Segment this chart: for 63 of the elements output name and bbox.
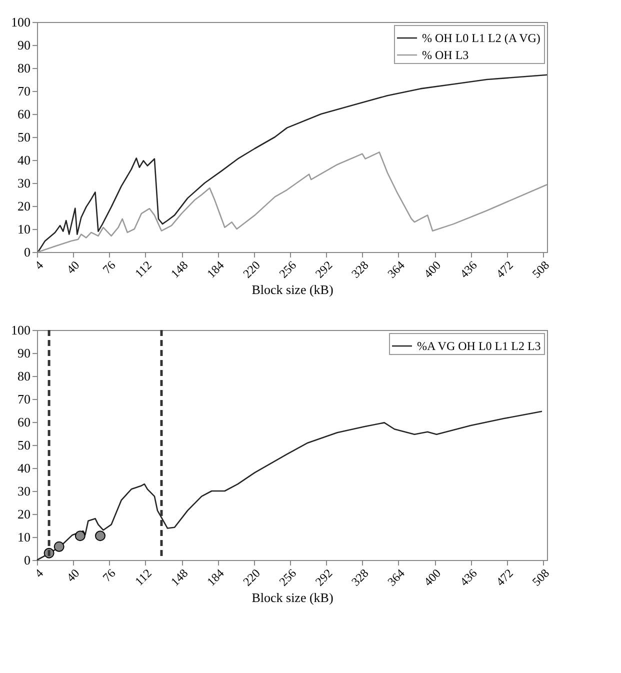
x-tick-label: 184 — [204, 566, 227, 589]
y-tick-label: 20 — [18, 198, 30, 214]
x-tick-label: 472 — [493, 258, 516, 281]
legend-label: % OH L3 — [422, 48, 469, 62]
x-tick-label: 472 — [493, 566, 516, 589]
x-tick-label: 364 — [384, 566, 408, 589]
y-tick-label: 20 — [18, 506, 30, 522]
y-tick-label: 50 — [18, 438, 30, 452]
x-axis-title: Block size (kB) — [252, 282, 334, 298]
x-tick-label: 508 — [529, 566, 552, 589]
x-tick-label: 220 — [240, 566, 263, 589]
x-tick-label: 436 — [457, 566, 480, 589]
legend-label: %A VG OH L0 L1 L2 L3 — [417, 339, 541, 353]
x-tick-label: 292 — [312, 258, 336, 281]
line-series — [36, 410, 543, 561]
y-tick-label: 80 — [18, 60, 30, 76]
y-tick-label: 100 — [11, 322, 30, 338]
x-tick-label: 148 — [168, 566, 191, 589]
y-tick-label: 70 — [18, 392, 30, 406]
x-tick-label: 436 — [457, 258, 480, 281]
x-tick-label: 112 — [132, 566, 154, 588]
y-tick-label: 60 — [18, 106, 30, 122]
x-axis-title: Block size (kB) — [252, 590, 334, 606]
x-tick-label: 76 — [100, 258, 118, 276]
x-tick-label: 400 — [420, 566, 444, 589]
y-tick-label: 0 — [24, 552, 30, 568]
y-tick-label: 40 — [18, 460, 30, 476]
y-tick-label: 40 — [18, 152, 30, 168]
y-tick-label: 90 — [18, 346, 30, 360]
y-tick-label: 30 — [18, 484, 30, 498]
x-tick-label: 40 — [64, 566, 82, 584]
y-tick-label: 50 — [18, 130, 30, 144]
x-tick-label: 400 — [420, 258, 444, 281]
line-series — [37, 152, 548, 253]
x-tick-label: 112 — [132, 258, 154, 280]
x-tick-label: 508 — [529, 258, 552, 281]
x-tick-label: 76 — [100, 566, 118, 584]
x-tick-label: 40 — [64, 258, 82, 276]
x-tick-label: 364 — [384, 258, 408, 281]
x-tick-label: 328 — [348, 566, 372, 589]
y-tick-label: 30 — [18, 176, 30, 190]
y-tick-label: 100 — [11, 14, 30, 30]
line-series — [37, 74, 548, 253]
x-tick-label: 292 — [312, 566, 336, 589]
point — [54, 541, 64, 552]
y-tick-label: 70 — [18, 84, 30, 98]
x-tick-label: 4 — [32, 566, 46, 580]
y-tick-label: 80 — [18, 368, 30, 384]
y-tick-label: 0 — [24, 244, 30, 260]
x-tick-label: 256 — [276, 258, 299, 281]
y-tick-label: 10 — [18, 530, 30, 544]
x-tick-label: 256 — [276, 566, 299, 589]
x-tick-label: 184 — [204, 258, 227, 281]
y-tick-label: 90 — [18, 38, 30, 52]
point — [74, 530, 86, 542]
x-tick-label: 4 — [32, 258, 46, 272]
y-tick-label: 10 — [18, 222, 30, 236]
legend-label: % OH L0 L1 L2 (A VG) — [422, 31, 540, 45]
point — [95, 530, 106, 542]
x-tick-label: 220 — [240, 258, 263, 281]
x-tick-label: 328 — [348, 258, 372, 281]
y-tick-label: 60 — [18, 414, 30, 430]
x-tick-label: 148 — [168, 258, 191, 281]
